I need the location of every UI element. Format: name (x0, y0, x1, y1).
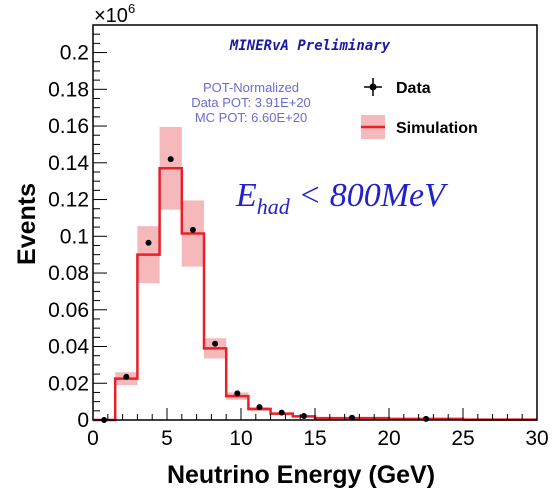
y-tick-label: 0.16 (48, 115, 89, 138)
data-point-9 (300, 412, 307, 419)
x-tick-label: 15 (303, 427, 326, 450)
legend-simulation-label: Simulation (396, 120, 478, 137)
y-tick-label: 0.02 (48, 372, 89, 395)
x-axis-title: Neutrino Energy (GeV) (167, 461, 435, 489)
x-tick-label: 25 (451, 427, 474, 450)
pot-line-3: MC POT: 6.60E+20 (195, 110, 307, 125)
data-point-1 (123, 373, 130, 380)
pot-line-1: POT-Normalized (203, 80, 299, 95)
data-point-11 (423, 415, 429, 422)
chart-title: MINERvA Preliminary (229, 38, 391, 54)
x-tick-label: 0 (87, 427, 99, 450)
y-tick-label: 0.04 (48, 336, 89, 359)
hadronic-energy-cut-label: Ehad < 800MeV (235, 177, 449, 219)
data-point-8 (278, 409, 285, 416)
data-point-7 (256, 404, 263, 411)
y-tick-label: 0.12 (48, 189, 89, 212)
data-point-6 (234, 390, 241, 397)
data-point-3 (167, 156, 174, 163)
y-tick-label: 0.18 (48, 78, 89, 101)
x-tick-label: 5 (161, 427, 173, 450)
y-tick-label: 0.14 (48, 152, 89, 175)
x-tick-label: 20 (377, 427, 400, 450)
data-point-4 (189, 226, 196, 233)
simulation-error-bands (115, 126, 537, 420)
pot-line-2: Data POT: 3.91E+20 (191, 95, 311, 110)
y-tick-label: 0 (77, 409, 89, 432)
pot-normalization-text: POT-Normalized Data POT: 3.91E+20 MC POT… (191, 80, 311, 125)
y-tick-label: 0.08 (48, 262, 89, 285)
y-tick-label: 0.1 (60, 225, 89, 248)
data-point-5 (212, 340, 219, 347)
legend-data-label: Data (396, 80, 431, 97)
legend-simulation-marker (361, 115, 385, 139)
data-points (101, 156, 429, 423)
x-tick-label: 30 (525, 427, 548, 450)
y-tick-label: 0.2 (60, 42, 89, 65)
data-point-2 (145, 239, 152, 246)
x-axis-ticks: 0 5 10 15 20 25 30 (87, 408, 549, 450)
y-axis-title: Events (13, 183, 41, 265)
y-axis-ticks: 0 0.02 0.04 0.06 0.08 0.1 0.12 0.14 0.16 0.18 0.2 (48, 33, 107, 432)
legend: Data Simulation (361, 78, 478, 139)
legend-data-marker (364, 78, 382, 96)
y-multiplier: ×106 (94, 1, 135, 27)
x-tick-label: 10 (229, 427, 252, 450)
y-tick-label: 0.06 (48, 299, 89, 322)
